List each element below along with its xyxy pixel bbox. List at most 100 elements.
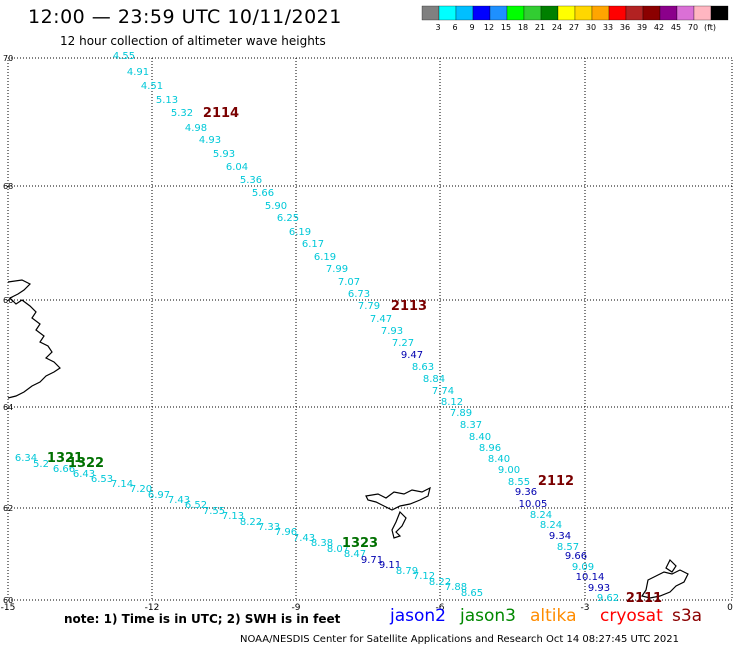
wave-height-label: 8.24: [530, 510, 552, 521]
colorbar-label: 27: [569, 23, 579, 32]
colorbar-label: 15: [501, 23, 511, 32]
wave-height-label: 8.63: [412, 362, 434, 373]
wave-height-label: 8.84: [423, 374, 445, 385]
colorbar-swatch: [693, 5, 712, 21]
wave-height-label: 5.36: [240, 175, 262, 186]
wave-height-label: 9.66: [565, 551, 587, 562]
colorbar-label: 30: [586, 23, 596, 32]
colorbar-label: 3: [435, 23, 440, 32]
wave-height-label: 7.99: [326, 264, 348, 275]
wave-height-label: 7.07: [338, 277, 360, 288]
colorbar-swatch: [710, 5, 729, 21]
wave-height-label: 9.11: [379, 560, 401, 571]
wave-height-label: 7.43: [293, 533, 315, 544]
legend-s3a: s3a: [672, 606, 703, 626]
wave-height-label: 7.79: [358, 301, 380, 312]
wave-height-label: 8.55: [508, 477, 530, 488]
pass-id-label: 1321: [47, 451, 83, 466]
wave-height-label: 6.34: [15, 453, 37, 464]
lon-label: -3: [581, 603, 590, 613]
altimeter-tracks: 4.55 4.91 4.51 5.13 5.32 4.984.93 5.93 6.04 5.36…: [15, 51, 619, 604]
wave-height-label: 10.14: [576, 572, 605, 583]
colorbar-swatch: [421, 5, 440, 21]
wave-height-label: 9.71: [361, 555, 383, 566]
wave-height-label: 5.66: [252, 188, 274, 199]
colorbar-swatch: [472, 5, 491, 21]
colorbar-swatch: [557, 5, 576, 21]
colorbar-swatch: [591, 5, 610, 21]
wave-height-label: 7.96: [275, 527, 297, 538]
wave-height-label: 4.91: [127, 67, 149, 78]
lon-label: 0: [727, 603, 733, 613]
wave-height-label: 4.51: [141, 81, 163, 92]
colorbar-swatch: [574, 5, 593, 21]
wave-height-label: 5.2: [33, 459, 49, 470]
wave-height-label: 7.33: [258, 522, 280, 533]
wave-height-label: 6.04: [226, 162, 248, 173]
wave-height-label: 8.96: [479, 443, 501, 454]
lat-label: 66: [3, 296, 13, 305]
wave-height-label: 8.07: [327, 544, 349, 555]
wave-height-label: 4.98: [185, 123, 207, 134]
wave-height-label: 6.19: [314, 252, 336, 263]
legend-jason2: jason2: [390, 606, 446, 626]
lat-label: 64: [3, 403, 13, 412]
wave-height-label: 6.52: [185, 500, 207, 511]
pass-id-label: 2113: [391, 299, 427, 314]
pass-id-label: 2112: [538, 474, 574, 489]
colorbar-swatch: [523, 5, 542, 21]
map-title: 12:00 — 23:59 UTC 10/11/2021: [28, 6, 342, 28]
wave-height-label: 4.55: [113, 51, 135, 62]
colorbar-label: 33: [603, 23, 613, 32]
colorbar-swatch: [676, 5, 695, 21]
wave-height-label: 8.65: [461, 588, 483, 599]
wave-height-label: 8.40: [488, 454, 510, 465]
colorbar-swatch: [659, 5, 678, 21]
wave-height-label: 8.57: [557, 542, 579, 553]
colorbar-swatch: [506, 5, 525, 21]
wave-height-label: 7.43: [168, 495, 190, 506]
wave-height-label: 4.93: [199, 135, 221, 146]
wave-height-label: 9.09: [572, 562, 594, 573]
wave-height-label: 7.55: [203, 506, 225, 517]
wave-height-label: 9.34: [549, 531, 571, 542]
colorbar-swatch: [489, 5, 508, 21]
wave-height-label: 8.22: [240, 517, 262, 528]
wave-height-label: 5.93: [213, 149, 235, 160]
map-frame: [7, 57, 733, 601]
wave-height-label: 5.32: [171, 108, 193, 119]
lat-label: 68: [3, 182, 13, 191]
coastlines: [7, 279, 689, 599]
lon-label: -9: [292, 603, 301, 613]
wave-height-label: 7.14: [111, 479, 133, 490]
wave-height-label: 10.05: [519, 499, 548, 510]
greenland-coast: [7, 279, 61, 399]
note-text: note: 1) Time is in UTC; 2) SWH is in fe…: [64, 612, 341, 626]
colorbar-swatch: [455, 5, 474, 21]
wave-height-label: 8.79: [396, 566, 418, 577]
wave-height-label: 6.19: [289, 227, 311, 238]
colorbar-swatch: [625, 5, 644, 21]
wave-height-label: 7.47: [370, 314, 392, 325]
wave-height-label: 6.53: [91, 474, 113, 485]
wave-height-label: 6.43: [73, 469, 95, 480]
colorbar-label: 6: [452, 23, 457, 32]
colorbar-label: 12: [484, 23, 494, 32]
wave-height-label: 8.40: [469, 432, 491, 443]
wave-height-label: 7.20: [130, 484, 152, 495]
colorbar-label: (ft): [704, 23, 716, 32]
wave-height-label: 7.27: [392, 338, 414, 349]
wave-height-label: 6.17: [302, 239, 324, 250]
wave-height-label: 9.62: [597, 593, 619, 604]
wave-height-label: 6.97: [148, 490, 170, 501]
wave-height-label: 6.66: [53, 464, 75, 475]
wave-height-label: 5.90: [265, 201, 287, 212]
wave-height-label: 7.12: [413, 571, 435, 582]
pass-id-label: 1323: [342, 536, 378, 551]
lat-label: 70: [3, 54, 13, 63]
lat-label: 60: [3, 596, 13, 605]
colorbar-label: 45: [671, 23, 681, 32]
